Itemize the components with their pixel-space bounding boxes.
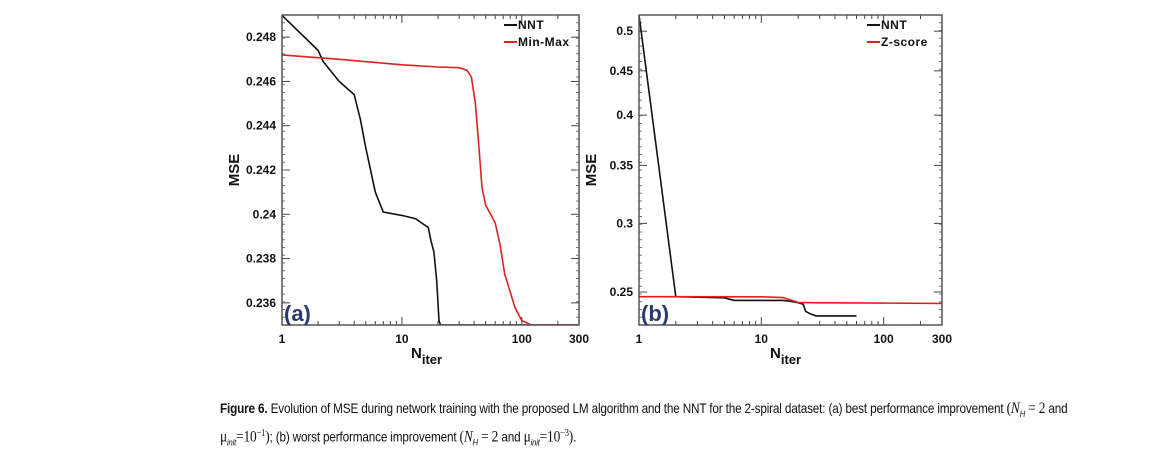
y-tick-label: 0.4	[616, 108, 633, 122]
panel-label: (b)	[641, 301, 669, 326]
and-word-b: and	[501, 428, 521, 445]
mu-exp: −1	[256, 427, 266, 439]
y-tick-label: 0.238	[246, 252, 276, 266]
x-tick-label: 10	[395, 332, 409, 346]
x-tick-label: 300	[569, 332, 589, 346]
nh-symbol-b: N	[463, 428, 473, 446]
mu-symbol-b: μ	[523, 428, 531, 446]
y-tick-label: 0.236	[246, 296, 276, 310]
mu-sub: init	[227, 437, 237, 448]
legend-label: NNT	[881, 18, 907, 32]
x-tick-label: 300	[932, 332, 952, 346]
y-tick-label: 0.45	[610, 64, 634, 78]
series-line-z-score	[639, 295, 942, 305]
y-tick-label: 0.244	[246, 119, 276, 133]
nh-sub: H	[1019, 408, 1026, 419]
x-tick-label: 100	[512, 332, 532, 346]
series-line-nnt	[282, 15, 579, 325]
y-tick-label: 0.248	[246, 30, 276, 44]
legend-label: Z-score	[881, 35, 928, 49]
mu-value-b: =10	[539, 428, 561, 446]
x-axis-label-sub: iter	[781, 352, 801, 367]
legend-label: NNT	[518, 18, 544, 32]
x-axis-label-sub: iter	[422, 352, 442, 367]
chart-panel-a: 0.236 0.238 0.24 0.242 0.244 0.246 0.248 1 10 100…	[226, 14, 589, 367]
series-line-nnt	[639, 15, 857, 317]
y-tick-label: 0.35	[610, 158, 634, 172]
caption-text-2: ; (b) worst performance improvement	[269, 428, 457, 445]
mu-exp-b: −3	[560, 427, 569, 439]
nh-sub-b: H	[472, 437, 478, 448]
y-axis-label: MSE	[583, 154, 600, 187]
panel-label: (a)	[284, 301, 311, 326]
caption-text-1: Evolution of MSE during network training…	[270, 400, 1004, 416]
nh-symbol: N	[1010, 400, 1020, 417]
series-line-min-max	[282, 54, 579, 325]
x-tick-label: 1	[279, 332, 286, 346]
x-tick-label: 100	[874, 332, 894, 346]
y-tick-label: 0.246	[246, 74, 276, 88]
y-tick-label: 0.24	[253, 207, 277, 221]
x-axis-label: Niter	[411, 345, 442, 367]
nh-value: = 2	[1028, 400, 1046, 417]
plot-frame	[281, 14, 580, 326]
caption-end: .	[573, 428, 577, 445]
mu-sub-b: init	[530, 437, 540, 448]
nh-value-b: = 2	[481, 428, 499, 446]
y-tick-label: 0.3	[616, 216, 633, 230]
y-tick-label: 0.242	[246, 163, 276, 177]
mu-value: =10	[236, 428, 257, 446]
figure-label: Figure 6.	[220, 400, 268, 416]
legend-label: Min-Max	[518, 35, 570, 49]
figure-caption: Figure 6. Evolution of MSE during networ…	[220, 400, 1068, 448]
x-tick-label: 10	[755, 332, 769, 346]
chart-panel-b: 0.25 0.3 0.35 0.4 0.45 0.5 1 10 100 300 NNT Z-score…	[583, 14, 952, 367]
y-axis-label: MSE	[226, 154, 243, 187]
x-tick-label: 1	[636, 332, 643, 346]
y-tick-label: 0.25	[610, 285, 634, 299]
plot-frame	[638, 14, 943, 326]
y-tick-label: 0.5	[616, 24, 633, 38]
x-axis-label: Niter	[770, 345, 801, 367]
mu-symbol: μ	[220, 428, 228, 446]
and-word: and	[1048, 400, 1068, 416]
